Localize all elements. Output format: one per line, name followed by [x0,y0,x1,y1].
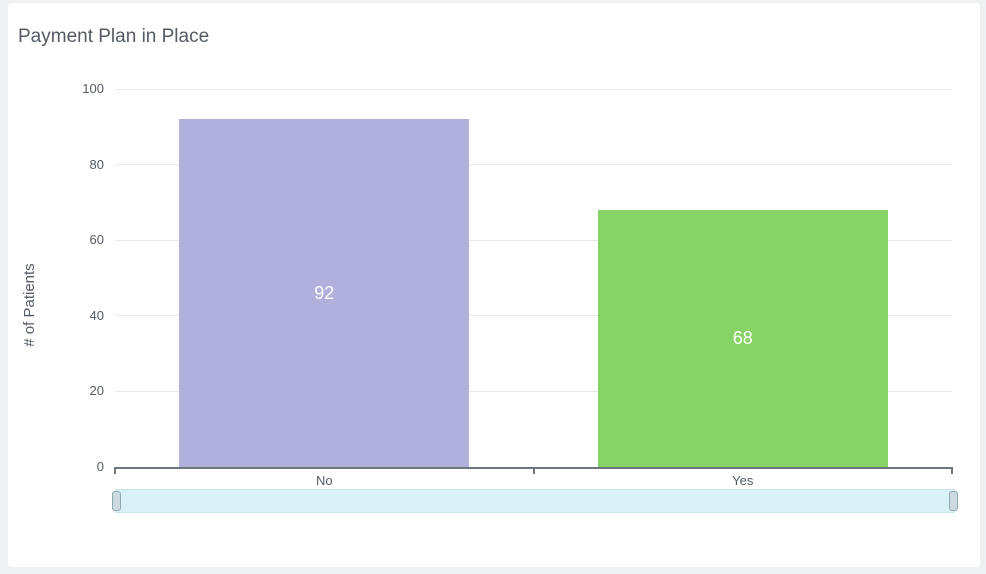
bar-value-label: 68 [732,327,753,348]
x-axis-tick-labels: No Yes [115,473,952,489]
gridline-100 [115,88,952,90]
y-tick-label: 60 [89,232,104,248]
chart-widget-card: Payment Plan in Place # of Patients 0 20 4… [8,3,980,567]
x-axis-tick [532,467,535,474]
gridline-40 [115,315,952,317]
x-axis-tick [114,467,116,474]
bar-value-label: 92 [314,282,335,303]
y-axis-title: # of Patients [21,263,38,347]
y-tick-label: 100 [82,81,104,96]
chart-title: Payment Plan in Place [18,26,210,47]
bar-yes[interactable]: 68 [597,209,888,467]
y-tick-label: 20 [89,383,104,399]
x-tick-label-no: No [315,473,333,488]
y-axis-tick-labels: 0 20 40 60 80 100 [56,81,104,474]
navigator-left-handle[interactable] [112,491,121,511]
y-tick-label: 80 [89,156,104,172]
y-tick-label: 40 [89,307,104,323]
y-tick-label: 0 [96,459,104,474]
gridline-60 [115,239,952,241]
x-axis-tick [951,467,953,474]
x-tick-label-yes: Yes [732,473,754,488]
plot-area: 92 68 [114,88,953,474]
bar-no[interactable]: 92 [179,119,470,467]
zoom-navigator-scrollbar[interactable] [112,489,958,513]
navigator-right-handle[interactable] [949,491,958,511]
gridline-80 [115,164,952,166]
gridline-20 [115,390,952,392]
